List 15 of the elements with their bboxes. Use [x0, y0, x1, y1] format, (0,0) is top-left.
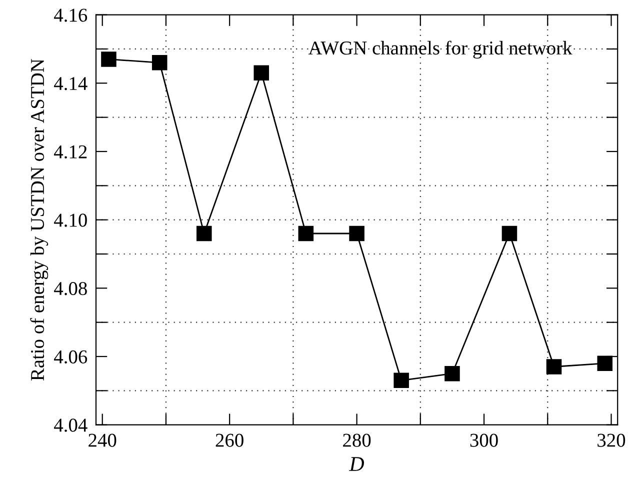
y-tick-label: 4.14	[54, 77, 88, 90]
y-tick-label: 4.06	[54, 350, 88, 364]
y-axis-title: Ratio of energy by USTDN over ASTDN	[30, 58, 48, 381]
y-tick-label: 4.12	[54, 145, 87, 159]
x-tick-label: 280	[343, 434, 371, 447]
x-tick-label: 240	[88, 434, 116, 447]
y-tick-label: 4.16	[54, 8, 88, 22]
x-axis-title: D	[349, 457, 364, 471]
x-tick-label: 300	[470, 434, 498, 447]
x-tick-label: 320	[598, 434, 626, 447]
y-tick-label: 4.04	[54, 418, 88, 432]
x-tick-label: 260	[216, 434, 244, 447]
y-tick-label: 4.10	[54, 214, 87, 227]
y-tick-label: 4.08	[54, 282, 87, 296]
annotation: AWGN channels for grid network	[308, 40, 572, 59]
